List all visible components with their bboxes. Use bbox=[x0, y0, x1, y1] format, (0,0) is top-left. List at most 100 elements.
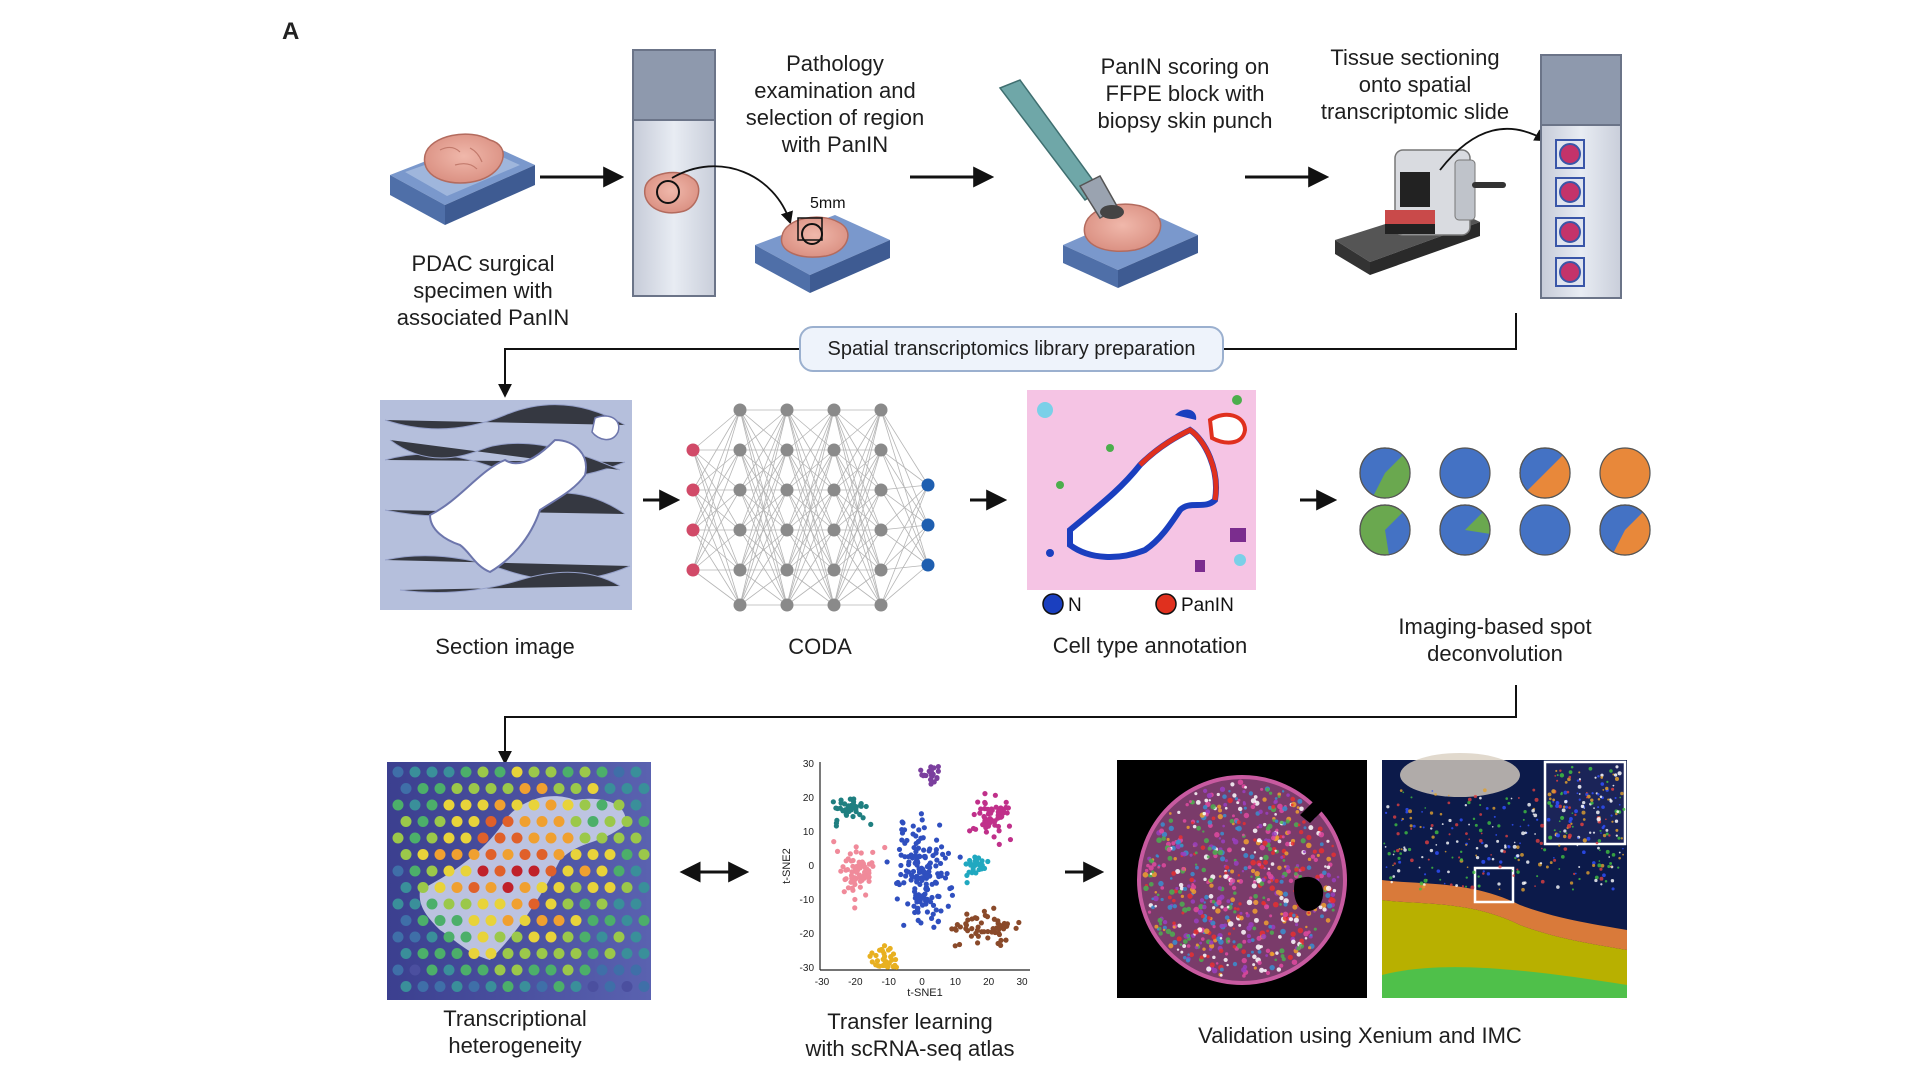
expression-spot bbox=[409, 964, 421, 976]
tsne-point bbox=[965, 928, 971, 934]
expression-spot bbox=[426, 865, 438, 877]
expression-spot bbox=[604, 882, 616, 893]
tsne-point bbox=[924, 873, 930, 879]
tsne-point bbox=[998, 937, 1004, 944]
expression-spot bbox=[536, 849, 548, 860]
expression-spot bbox=[392, 766, 404, 778]
tsne-x-tick: 30 bbox=[1016, 977, 1028, 988]
label-deconvolution: Imaging-based spot deconvolution bbox=[1398, 614, 1592, 666]
section-image bbox=[380, 400, 632, 610]
tsne-point bbox=[977, 810, 983, 816]
tsne-point bbox=[942, 875, 949, 881]
expression-spot bbox=[392, 832, 404, 844]
tsne-point bbox=[831, 839, 837, 845]
tsne-point bbox=[992, 792, 998, 798]
expression-spot bbox=[638, 948, 650, 959]
expression-spot bbox=[613, 898, 625, 910]
network-node bbox=[827, 443, 841, 457]
tsne-point bbox=[930, 902, 937, 908]
expression-spot bbox=[528, 964, 540, 976]
expression-spot bbox=[545, 865, 557, 877]
expression-spot bbox=[443, 865, 455, 877]
tsne-point bbox=[843, 876, 849, 882]
tsne-point bbox=[1004, 810, 1010, 816]
tsne-point bbox=[847, 807, 853, 813]
label-transfer: Transfer learning with scRNA-seq atlas bbox=[805, 1009, 1015, 1061]
expression-spot bbox=[604, 816, 616, 827]
expression-spot bbox=[451, 948, 463, 959]
expression-spot bbox=[630, 766, 642, 778]
expression-spot bbox=[536, 915, 548, 926]
tsne-point bbox=[921, 772, 927, 778]
tsne-point bbox=[998, 805, 1004, 811]
expression-spot bbox=[417, 915, 429, 926]
expression-spot bbox=[545, 964, 557, 976]
tsne-point bbox=[926, 869, 932, 875]
tsne-point bbox=[974, 927, 980, 933]
expression-spot bbox=[621, 816, 633, 827]
expression-spot bbox=[638, 849, 650, 860]
tsne-point bbox=[938, 873, 944, 879]
expression-spot bbox=[400, 783, 412, 794]
tsne-point bbox=[956, 941, 963, 948]
biopsy-punch-icon bbox=[998, 79, 1198, 288]
expression-spot bbox=[434, 948, 446, 959]
heterogeneity-spot-map bbox=[387, 762, 651, 1000]
expression-spot bbox=[519, 816, 531, 827]
expression-spot bbox=[638, 882, 650, 893]
expression-spot bbox=[613, 931, 625, 943]
expression-spot bbox=[477, 964, 489, 976]
tsne-point bbox=[906, 862, 912, 868]
network-node bbox=[874, 403, 888, 417]
expression-spot bbox=[460, 766, 472, 778]
tsne-point bbox=[873, 952, 879, 959]
expression-spot bbox=[570, 849, 582, 860]
tsne-point bbox=[1003, 937, 1009, 943]
expression-spot bbox=[451, 816, 463, 827]
tsne-point bbox=[853, 869, 860, 875]
tsne-point bbox=[857, 884, 863, 890]
network-node bbox=[874, 563, 888, 577]
tsne-point bbox=[971, 811, 977, 818]
tsne-point bbox=[901, 880, 907, 886]
expression-spot bbox=[638, 981, 650, 992]
expression-spot bbox=[494, 832, 506, 844]
tsne-x-tick: -10 bbox=[881, 977, 896, 988]
tsne-point bbox=[957, 854, 963, 860]
tsne-point bbox=[860, 815, 866, 821]
expression-spot bbox=[511, 964, 523, 976]
tsne-xlabel: t-SNE1 bbox=[907, 987, 942, 999]
expression-spot bbox=[562, 832, 574, 844]
expression-spot bbox=[468, 915, 480, 926]
network-node bbox=[827, 403, 841, 417]
spot-grid bbox=[392, 766, 650, 992]
tsne-point bbox=[873, 962, 879, 968]
tsne-point bbox=[923, 901, 929, 907]
expression-spot bbox=[570, 915, 582, 926]
tsne-point bbox=[880, 962, 886, 969]
tsne-point bbox=[854, 863, 860, 869]
tsne-point bbox=[908, 877, 914, 883]
expression-spot bbox=[613, 766, 625, 778]
tsne-point bbox=[996, 828, 1002, 834]
tsne-point bbox=[964, 911, 970, 917]
tsne-point bbox=[973, 870, 979, 876]
tsne-point bbox=[969, 916, 975, 922]
expression-spot bbox=[426, 799, 438, 811]
tsne-point bbox=[981, 929, 987, 935]
expression-spot bbox=[468, 948, 480, 959]
expression-spot bbox=[443, 964, 455, 976]
expression-spot bbox=[485, 849, 497, 860]
tsne-point bbox=[881, 956, 887, 962]
tsne-point bbox=[930, 911, 936, 917]
tsne-point bbox=[967, 828, 973, 834]
arrow-connector bbox=[1439, 127, 1548, 171]
expression-spot bbox=[553, 981, 565, 992]
network-node bbox=[874, 523, 888, 537]
network-node bbox=[780, 523, 794, 537]
expression-spot bbox=[468, 981, 480, 992]
expression-spot bbox=[434, 915, 446, 926]
tsne-point bbox=[952, 943, 958, 949]
tsne-point bbox=[892, 956, 899, 963]
